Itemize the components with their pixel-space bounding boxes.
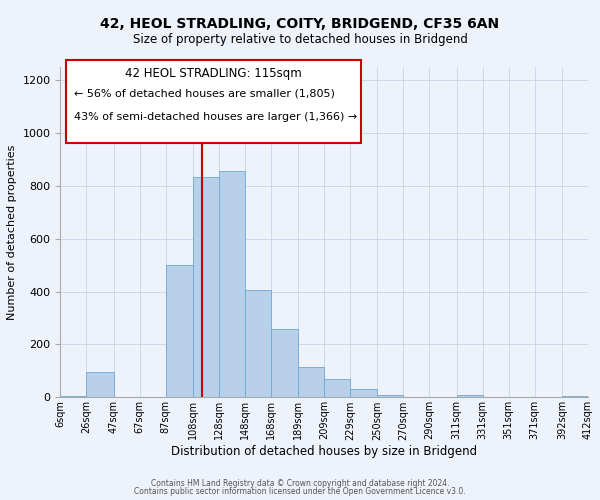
Bar — [166, 265, 193, 398]
Bar — [324, 379, 350, 398]
Text: Contains HM Land Registry data © Crown copyright and database right 2024.: Contains HM Land Registry data © Crown c… — [151, 478, 449, 488]
Bar — [219, 172, 245, 398]
Text: Size of property relative to detached houses in Bridgend: Size of property relative to detached ho… — [133, 32, 467, 46]
FancyBboxPatch shape — [65, 60, 361, 143]
Y-axis label: Number of detached properties: Number of detached properties — [7, 144, 17, 320]
X-axis label: Distribution of detached houses by size in Bridgend: Distribution of detached houses by size … — [171, 445, 477, 458]
Bar — [562, 396, 588, 398]
Text: 42, HEOL STRADLING, COITY, BRIDGEND, CF35 6AN: 42, HEOL STRADLING, COITY, BRIDGEND, CF3… — [100, 18, 500, 32]
Bar — [61, 396, 86, 398]
Text: Contains public sector information licensed under the Open Government Licence v3: Contains public sector information licen… — [134, 487, 466, 496]
Bar — [298, 367, 324, 398]
Bar — [271, 328, 298, 398]
Text: 42 HEOL STRADLING: 115sqm: 42 HEOL STRADLING: 115sqm — [125, 67, 302, 80]
Bar — [457, 394, 483, 398]
Text: ← 56% of detached houses are smaller (1,805): ← 56% of detached houses are smaller (1,… — [74, 88, 334, 99]
Bar — [86, 372, 113, 398]
Bar — [377, 394, 403, 398]
Bar — [193, 176, 219, 398]
Text: 43% of semi-detached houses are larger (1,366) →: 43% of semi-detached houses are larger (… — [74, 112, 357, 122]
Bar — [245, 290, 271, 398]
Bar — [350, 390, 377, 398]
